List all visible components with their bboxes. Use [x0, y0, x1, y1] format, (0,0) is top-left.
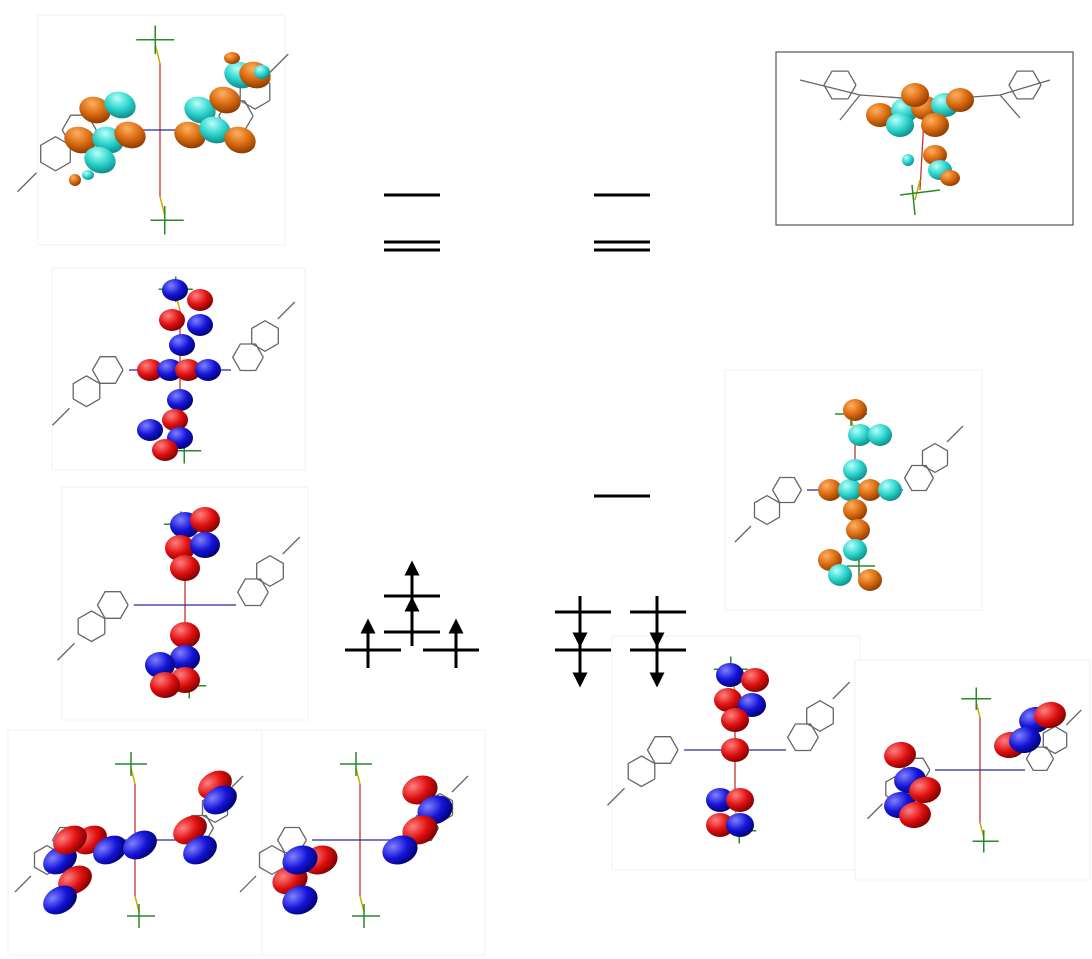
orbital-lobe: [828, 564, 852, 586]
orbital-lobe: [152, 439, 178, 461]
orbital-lobe: [82, 170, 94, 180]
orbital-lobe: [254, 65, 270, 79]
orbital-lobe: [843, 499, 867, 521]
orbital-lobe: [162, 279, 188, 301]
orbital-lobe: [716, 663, 744, 687]
orbital-lobe: [846, 519, 870, 541]
orbital-lobe: [169, 334, 195, 356]
orbital-lobe: [150, 672, 180, 698]
orbital-lobe: [843, 399, 867, 421]
orbital-lobe: [902, 154, 914, 166]
orbital-lobe: [886, 113, 914, 137]
orbital-lobe: [921, 113, 949, 137]
orbital-lobe: [721, 708, 749, 732]
orbital-lobe: [741, 668, 769, 692]
orbital-lobe: [190, 532, 220, 558]
orbital-lobe: [224, 52, 240, 64]
orbital-lobe: [940, 170, 960, 186]
orbital-lobe: [726, 813, 754, 837]
orbital-lobe: [843, 539, 867, 561]
orbital-lobe: [187, 289, 213, 311]
orbital-lobe: [878, 479, 902, 501]
orbital-lobe: [726, 788, 754, 812]
orbital-lobe: [170, 555, 200, 581]
orbital-lobe: [170, 622, 200, 648]
orbital-lobe: [721, 738, 749, 762]
orbital-lobe: [858, 569, 882, 591]
orbital-lobe: [69, 174, 81, 186]
orbital-lobe: [946, 88, 974, 112]
orbital-lobe: [195, 359, 221, 381]
orbital-lobe: [167, 389, 193, 411]
orbital-diagram: [0, 0, 1092, 959]
orbital-lobe: [159, 309, 185, 331]
orbital-lobe: [137, 419, 163, 441]
orbital-lobe: [901, 83, 929, 107]
orbital-lobe: [187, 314, 213, 336]
orbital-lobe: [843, 459, 867, 481]
orbital-lobe: [190, 507, 220, 533]
orbital-lobe: [868, 424, 892, 446]
